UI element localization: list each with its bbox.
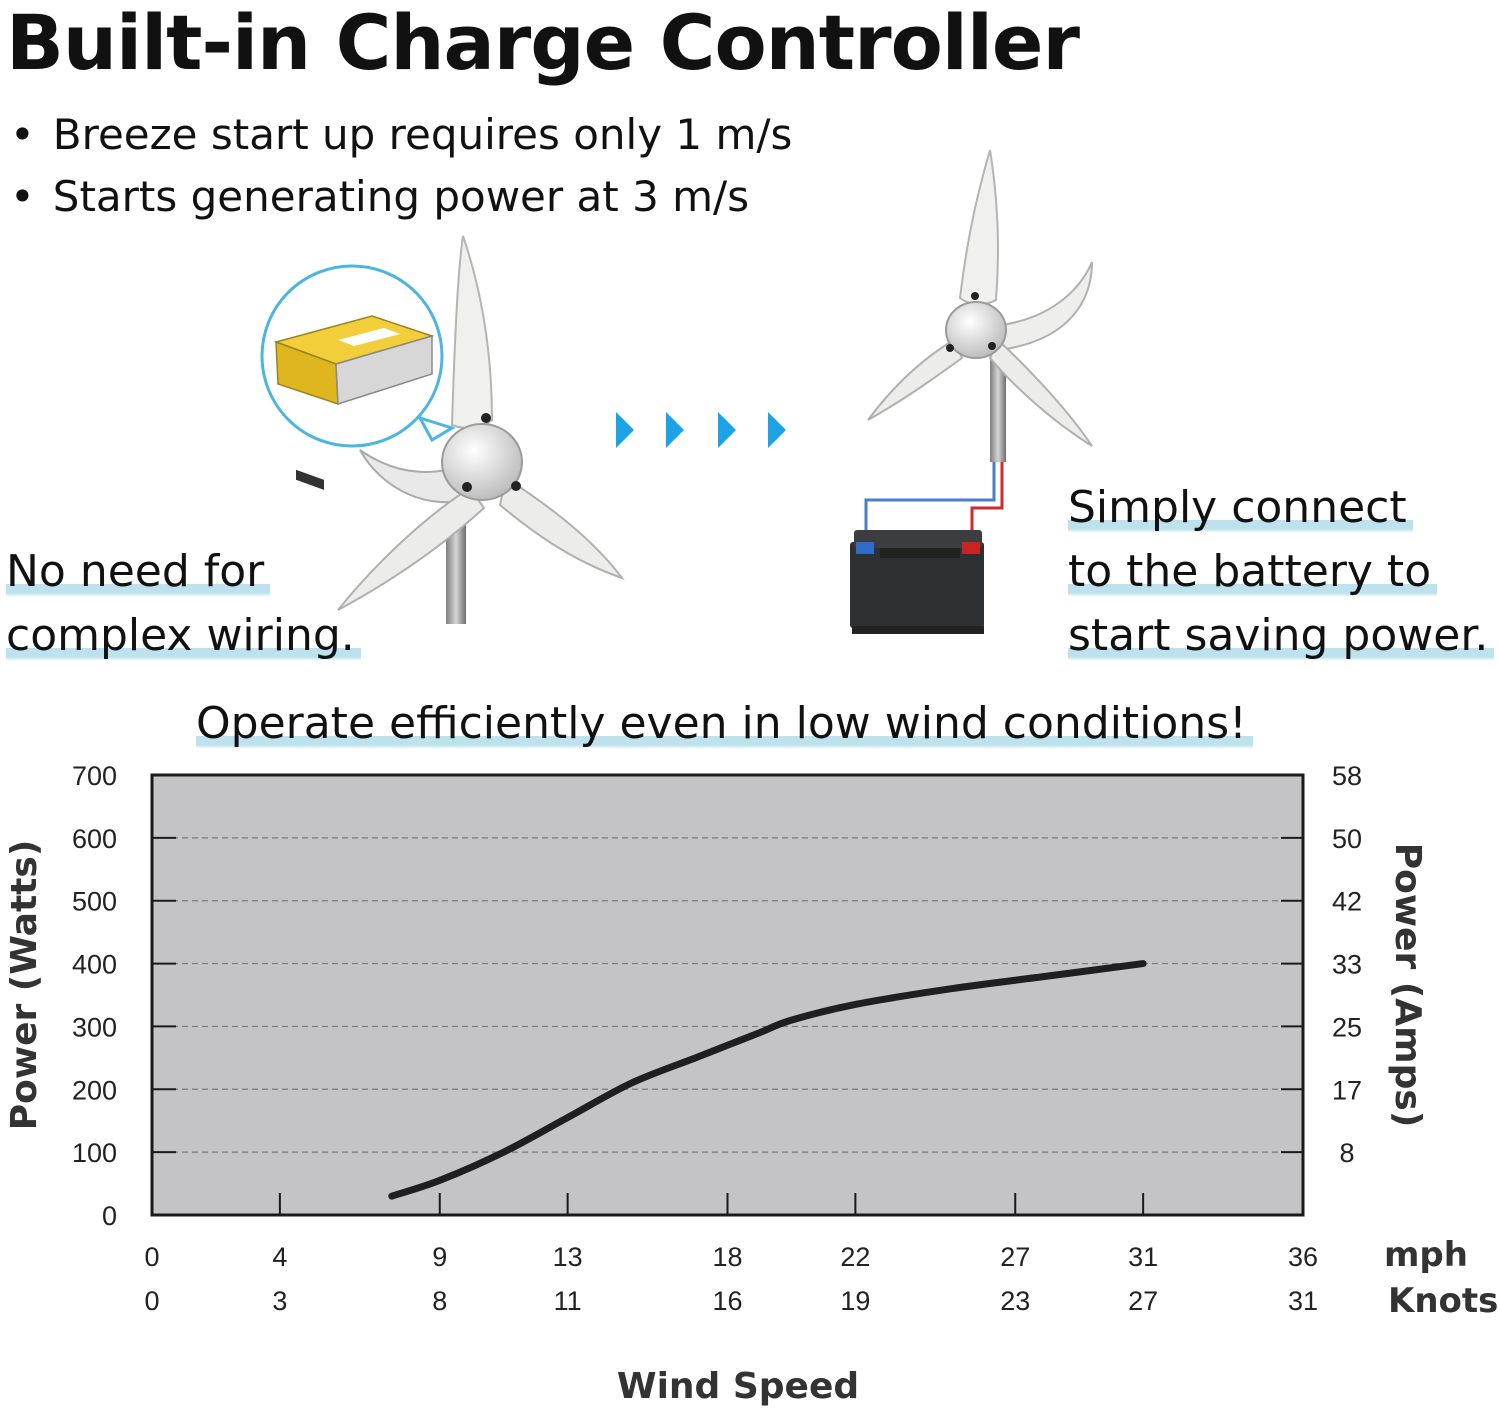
x-tick-label-mph: 13 xyxy=(553,1242,583,1272)
caption-line: Simply connect xyxy=(1068,482,1413,533)
y2-tick-label: 25 xyxy=(1332,1012,1362,1042)
x-tick-label-mph: 22 xyxy=(840,1242,870,1272)
x-tick-label-mph: 9 xyxy=(432,1242,447,1272)
x-unit-mph: mph xyxy=(1384,1235,1468,1275)
chart-title: Operate efficiently even in low wind con… xyxy=(196,694,1253,754)
arrow-right-icon xyxy=(616,412,786,448)
x-tick-label-knots: 23 xyxy=(1000,1286,1030,1316)
battery-icon xyxy=(850,530,984,634)
caption-line: to the battery to xyxy=(1068,546,1438,597)
y2-tick-label: 8 xyxy=(1339,1138,1354,1168)
y-tick-label: 400 xyxy=(72,950,117,980)
charge-controller-icon xyxy=(260,264,456,490)
y2-tick-label: 33 xyxy=(1332,950,1362,980)
caption-battery: Simply connect to the battery to start s… xyxy=(1068,476,1495,668)
y-axis-title: Power (Watts) xyxy=(4,840,45,1131)
y2-tick-label: 17 xyxy=(1332,1075,1362,1105)
wind-turbine-icon xyxy=(864,149,1093,538)
caption-line: complex wiring. xyxy=(6,610,361,661)
x-tick-label-knots: 31 xyxy=(1288,1286,1318,1316)
x-tick-label-knots: 11 xyxy=(554,1286,582,1316)
x-tick-label-mph: 27 xyxy=(1000,1242,1030,1272)
x-axis-title: Wind Speed xyxy=(617,1366,859,1407)
x-tick-label-mph: 18 xyxy=(712,1242,742,1272)
x-tick-label-knots: 0 xyxy=(144,1286,159,1316)
wind-turbine-icon xyxy=(337,235,625,624)
y2-tick-label: 50 xyxy=(1332,824,1362,854)
x-tick-label-mph: 31 xyxy=(1128,1242,1158,1272)
y-tick-label: 500 xyxy=(72,887,117,917)
page-title: Built-in Charge Controller xyxy=(6,0,1080,87)
y2-axis-title: Power (Amps) xyxy=(1387,843,1428,1128)
x-tick-label-mph: 36 xyxy=(1288,1242,1318,1272)
y-tick-label: 200 xyxy=(72,1075,117,1105)
caption-line: start saving power. xyxy=(1068,610,1495,661)
y-tick-label: 600 xyxy=(72,824,117,854)
plot-area xyxy=(150,773,1305,1217)
feature-list: Breeze start up requires only 1 m/s Star… xyxy=(10,104,793,228)
x-tick-label-mph: 0 xyxy=(144,1242,159,1272)
y-tick-label: 0 xyxy=(102,1201,117,1231)
x-unit-knots: Knots xyxy=(1388,1281,1498,1321)
feature-item: Starts generating power at 3 m/s xyxy=(10,166,792,228)
illustration xyxy=(260,149,1093,634)
x-tick-label-knots: 19 xyxy=(840,1286,870,1316)
y-tick-label: 700 xyxy=(72,761,117,791)
y-tick-label: 300 xyxy=(72,1012,117,1042)
x-tick-label-knots: 8 xyxy=(432,1286,447,1316)
y2-tick-label: 42 xyxy=(1332,887,1362,917)
x-tick-label-mph: 4 xyxy=(272,1242,287,1272)
y-tick-label: 100 xyxy=(72,1138,117,1168)
caption-wiring: No need for complex wiring. xyxy=(6,540,361,668)
x-tick-label-knots: 27 xyxy=(1128,1286,1158,1316)
caption-line: No need for xyxy=(6,546,271,597)
y2-tick-label: 58 xyxy=(1332,761,1362,791)
x-tick-label-knots: 3 xyxy=(272,1286,287,1316)
x-tick-label-knots: 16 xyxy=(712,1286,742,1316)
power-curve-line xyxy=(388,960,1147,1200)
feature-item: Breeze start up requires only 1 m/s xyxy=(10,104,793,166)
